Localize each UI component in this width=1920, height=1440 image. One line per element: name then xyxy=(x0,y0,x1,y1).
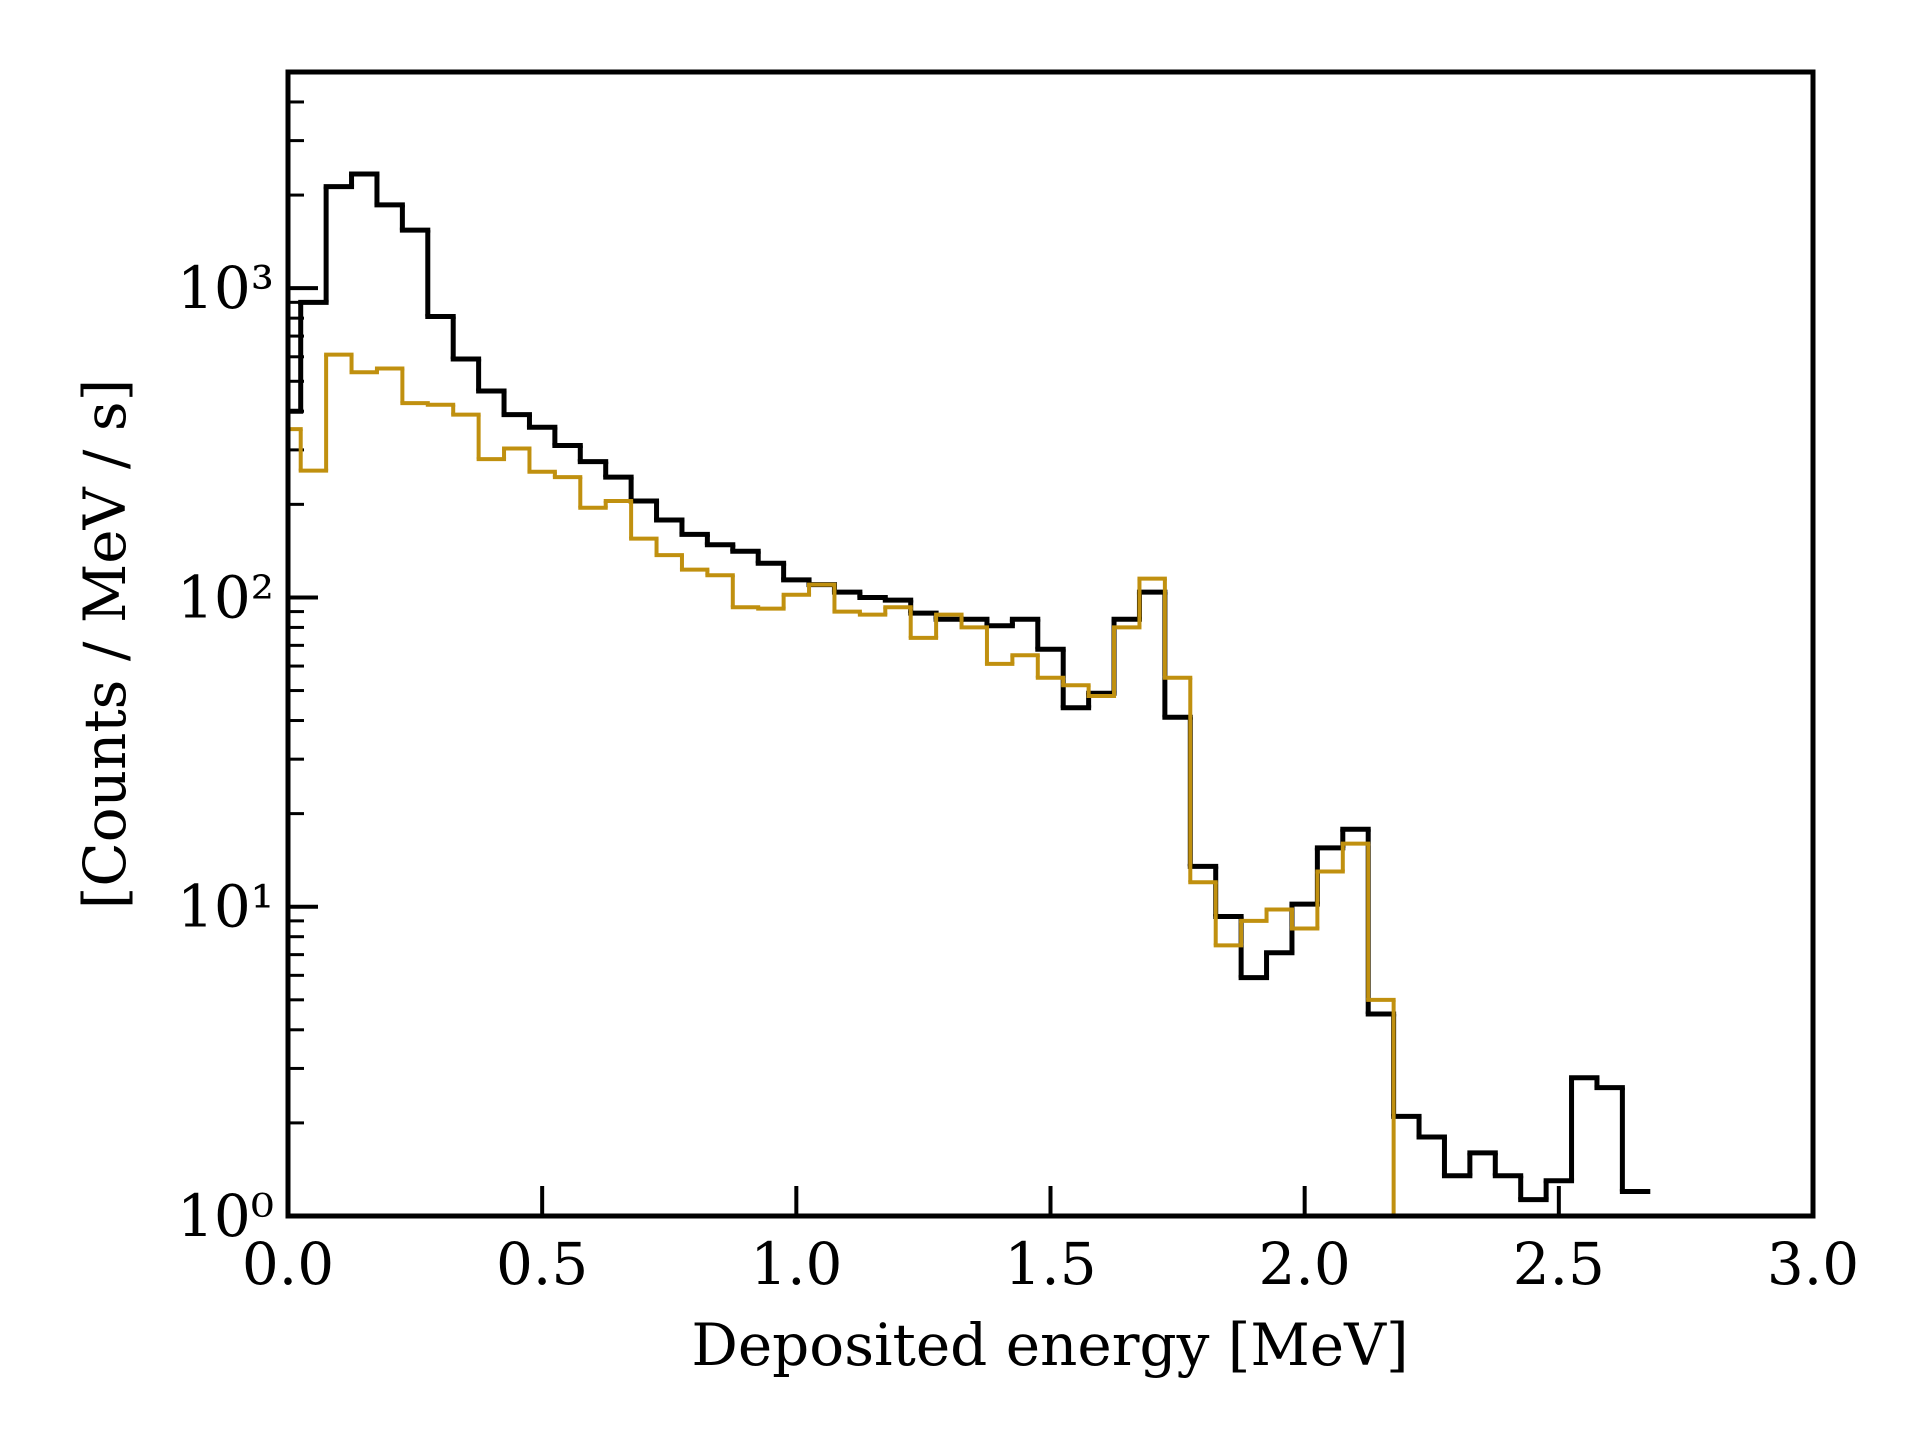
plot-frame xyxy=(285,69,1816,1219)
y-tick-label: 10⁰ xyxy=(177,1182,274,1250)
series xyxy=(285,171,1651,1203)
y-tick-label: 10² xyxy=(177,563,274,631)
y-tick-label: 10³ xyxy=(177,254,274,322)
x-tick-label: 2.0 xyxy=(1259,1230,1351,1298)
y-axis-label: [Counts / MeV / s] xyxy=(71,379,139,910)
x-tick-label: 0.5 xyxy=(496,1230,588,1298)
series xyxy=(286,352,1422,1218)
y-tick-label: 10¹ xyxy=(177,873,274,941)
x-tick-label: 3.0 xyxy=(1767,1230,1859,1298)
x-tick-label: 1.5 xyxy=(1004,1230,1096,1298)
x-tick-label: 0.0 xyxy=(242,1230,334,1298)
x-tick-label: 2.5 xyxy=(1513,1230,1605,1298)
x-tick-label: 1.0 xyxy=(750,1230,842,1298)
x-axis-label: Deposited energy [MeV] xyxy=(691,1311,1408,1379)
